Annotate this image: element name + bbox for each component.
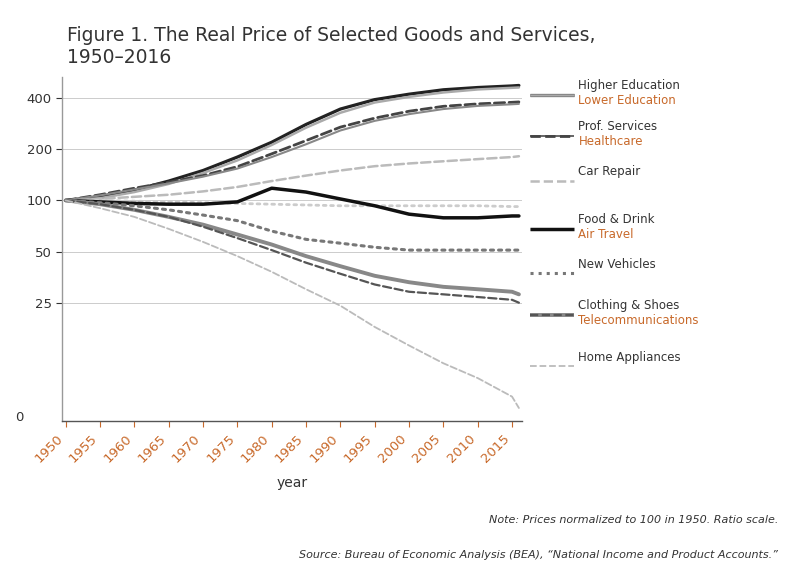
Text: Telecommunications: Telecommunications xyxy=(578,315,699,327)
Text: Source: Bureau of Economic Analysis (BEA), “National Income and Product Accounts: Source: Bureau of Economic Analysis (BEA… xyxy=(299,550,778,560)
Text: Note: Prices normalized to 100 in 1950. Ratio scale.: Note: Prices normalized to 100 in 1950. … xyxy=(488,515,778,525)
Text: Clothing & Shoes: Clothing & Shoes xyxy=(578,299,680,312)
Text: Food & Drink: Food & Drink xyxy=(578,213,655,226)
Text: Figure 1. The Real Price of Selected Goods and Services,
1950–2016: Figure 1. The Real Price of Selected Goo… xyxy=(67,26,595,68)
Text: New Vehicles: New Vehicles xyxy=(578,258,656,270)
Text: Car Repair: Car Repair xyxy=(578,165,641,178)
Text: Prof. Services: Prof. Services xyxy=(578,120,658,133)
X-axis label: year: year xyxy=(277,476,308,490)
Text: Healthcare: Healthcare xyxy=(578,135,643,149)
Text: Higher Education: Higher Education xyxy=(578,79,680,92)
Text: Lower Education: Lower Education xyxy=(578,94,676,107)
Text: 0: 0 xyxy=(15,411,23,424)
Text: Air Travel: Air Travel xyxy=(578,228,634,242)
Text: Home Appliances: Home Appliances xyxy=(578,351,681,363)
